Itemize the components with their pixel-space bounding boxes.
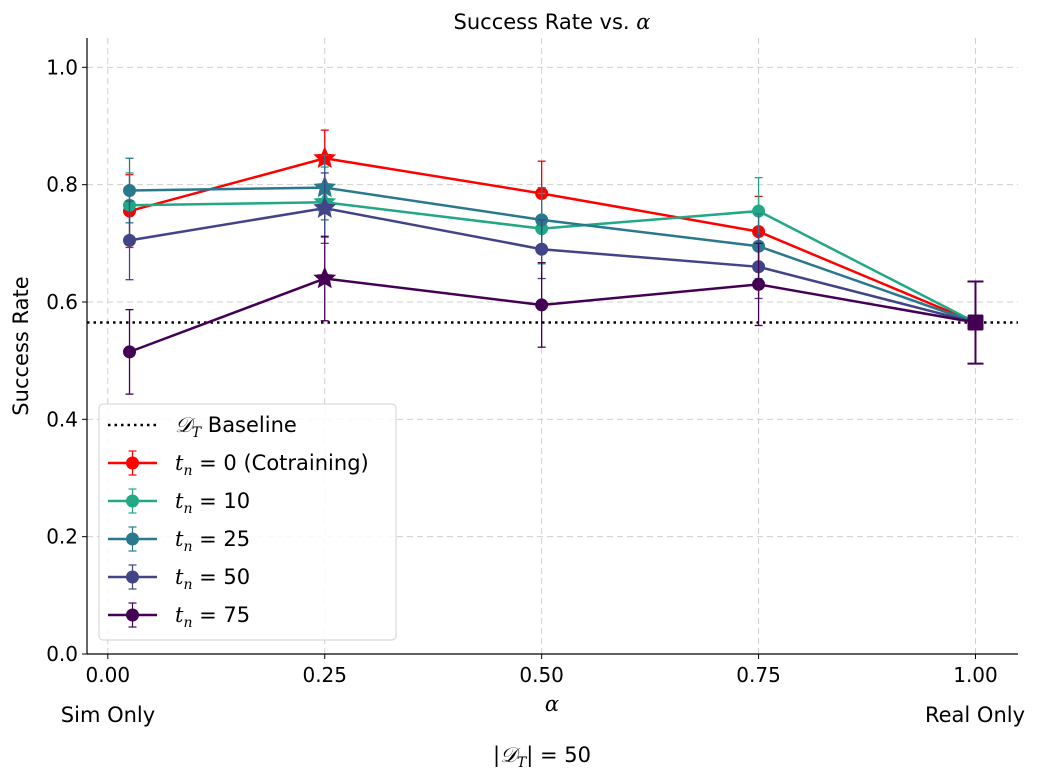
legend-frame <box>98 403 397 641</box>
legend-entry-series-2: tn = 25 <box>108 526 250 555</box>
best-point-star-marker <box>313 196 337 218</box>
series-layer <box>123 129 984 395</box>
x-axis-label: α <box>545 692 559 716</box>
data-point-marker <box>535 242 549 256</box>
data-point-marker <box>123 184 137 198</box>
data-point-marker <box>752 277 766 291</box>
axes-layer <box>86 38 1018 655</box>
legend-entry-series-1: tn = 10 <box>108 488 250 517</box>
legend-label: 𝒟T Baseline <box>175 413 297 441</box>
x-tick-label: 0.00 <box>86 663 131 687</box>
legend-marker-swatch <box>126 494 139 508</box>
series-0 <box>123 129 976 324</box>
y-axis-label: Success Rate <box>9 276 33 415</box>
legend: 𝒟T Baseline tn = 0 (Cotraining) tn = 10 tn … <box>98 403 397 641</box>
y-tick-label: 0.2 <box>46 525 78 549</box>
legend-entry-series-4: tn = 75 <box>108 602 250 631</box>
x-tick-label: 0.25 <box>302 663 347 687</box>
legend-label: tn = 50 <box>175 565 250 593</box>
chart-title: Success Rate vs. α <box>454 10 651 34</box>
legend-marker-swatch <box>126 456 139 470</box>
legend-entry-baseline: 𝒟T Baseline <box>108 413 297 441</box>
sim-only-label: Sim Only <box>61 703 155 727</box>
dataset-size-label: |𝒟T| = 50 <box>493 743 591 771</box>
series-line <box>129 156 976 324</box>
y-tick-label: 1.0 <box>46 55 78 79</box>
x-tick-label: 0.50 <box>519 663 564 687</box>
legend-marker-swatch <box>126 608 139 622</box>
alpha-symbol: α <box>636 10 650 34</box>
ticks-layer: 0.00 0.25 0.50 0.75 1.00 0.0 0.2 0.4 0.6 0.8 1.0 <box>46 55 998 687</box>
legend-label: tn = 75 <box>175 603 250 631</box>
legend-label: tn = 0 (Cotraining) <box>175 451 369 479</box>
real-only-square-marker <box>967 314 984 331</box>
real-only-point <box>967 280 984 365</box>
legend-label: tn = 25 <box>175 527 250 555</box>
data-point-marker <box>123 233 137 247</box>
x-tick-label: 1.00 <box>953 663 998 687</box>
y-tick-label: 0.8 <box>46 173 78 197</box>
legend-marker-swatch <box>126 532 139 546</box>
data-point-marker <box>535 298 549 312</box>
y-tick-label: 0.6 <box>46 290 78 314</box>
legend-entry-series-0: tn = 0 (Cotraining) <box>108 450 369 479</box>
series-4 <box>123 235 976 395</box>
x-tick-label: 0.75 <box>736 663 781 687</box>
legend-label: tn = 10 <box>175 489 250 517</box>
series-2 <box>123 154 976 324</box>
y-tick-label: 0.4 <box>46 407 78 431</box>
legend-entry-series-3: tn = 50 <box>108 564 250 593</box>
data-point-marker <box>123 345 137 359</box>
best-point-star-marker <box>313 266 337 289</box>
y-tick-label: 0.0 <box>46 642 78 666</box>
real-only-label: Real Only <box>925 703 1025 727</box>
legend-marker-swatch <box>126 570 139 584</box>
